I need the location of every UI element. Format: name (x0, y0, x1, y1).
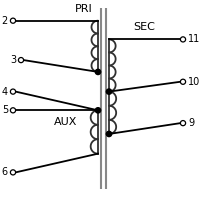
Circle shape (180, 79, 186, 84)
Circle shape (10, 18, 16, 23)
Circle shape (95, 69, 101, 75)
Text: 11: 11 (188, 34, 200, 44)
Text: 10: 10 (188, 77, 200, 87)
Circle shape (10, 170, 16, 175)
Text: SEC: SEC (133, 22, 155, 32)
Circle shape (10, 89, 16, 94)
Circle shape (106, 131, 112, 137)
Circle shape (95, 107, 101, 114)
Circle shape (106, 88, 112, 95)
Circle shape (18, 58, 24, 63)
Text: AUX: AUX (54, 117, 78, 127)
Circle shape (10, 108, 16, 113)
Circle shape (180, 121, 186, 126)
Text: PRI: PRI (75, 4, 93, 14)
Text: 5: 5 (2, 105, 8, 115)
Circle shape (180, 37, 186, 42)
Text: 9: 9 (188, 118, 194, 128)
Text: 2: 2 (2, 16, 8, 26)
Text: 4: 4 (2, 87, 8, 97)
Text: 3: 3 (10, 55, 16, 65)
Text: 6: 6 (2, 167, 8, 177)
